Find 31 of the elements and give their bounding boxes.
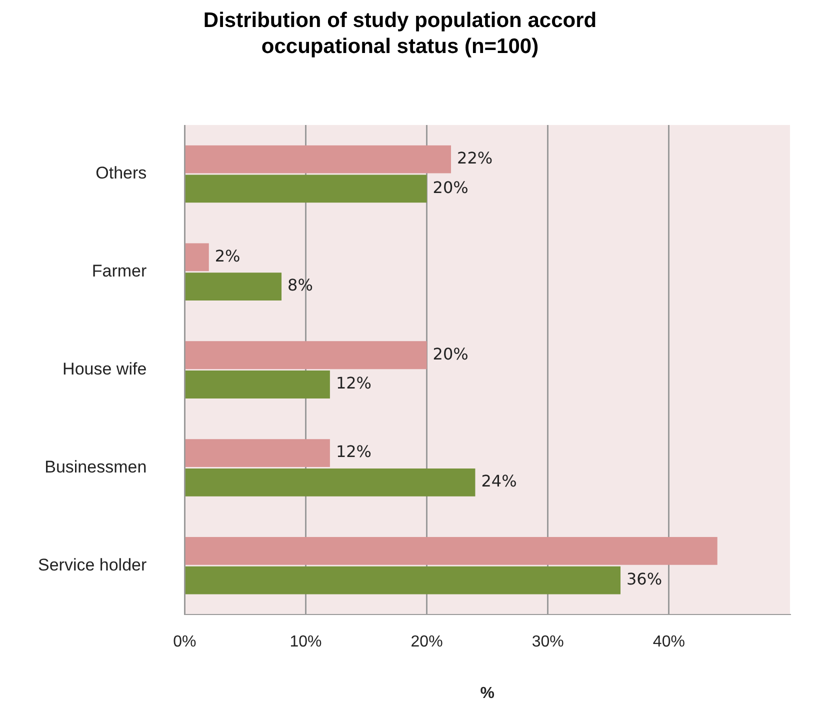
x-axis-title: % [480, 684, 494, 702]
x-tick-label: 30% [532, 634, 564, 651]
data-label: 20% [432, 344, 468, 364]
y-tick-label: House wife [62, 359, 147, 378]
y-tick-label: Farmer [92, 262, 147, 281]
bar [185, 243, 209, 272]
bar [185, 145, 452, 174]
data-label: 22% [457, 148, 493, 168]
data-label: 24% [481, 472, 517, 491]
x-tick-label: 20% [410, 634, 443, 651]
chart-title: Distribution of study population accord occupational status (n=100) [202, 8, 598, 60]
data-label: 36% [626, 569, 662, 588]
data-label: 8% [288, 276, 313, 295]
data-label: 20% [432, 178, 468, 197]
x-tick-label: 10% [290, 634, 322, 651]
bar [185, 566, 621, 594]
bar [185, 439, 330, 467]
data-label: 12% [336, 374, 372, 393]
data-label: 2% [214, 246, 240, 266]
bar [185, 174, 427, 203]
data-label: 12% [336, 442, 372, 462]
bar [185, 370, 330, 398]
bar [185, 468, 476, 496]
x-tick-label: 0% [173, 634, 196, 651]
y-tick-label: Service holder [38, 555, 147, 574]
y-tick-label: Businessmen [44, 457, 147, 476]
bar [185, 272, 282, 301]
bar [185, 341, 427, 370]
bar [185, 537, 718, 565]
y-tick-label: Others [96, 164, 147, 183]
x-tick-label: 40% [652, 634, 685, 651]
